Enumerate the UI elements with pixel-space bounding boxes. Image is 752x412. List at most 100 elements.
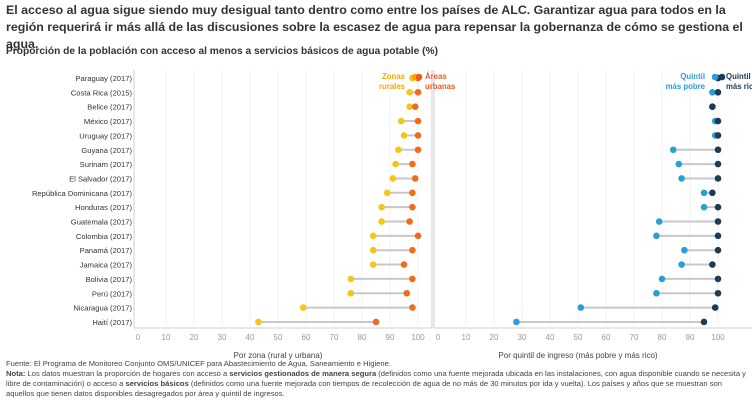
dot-high	[714, 203, 722, 211]
dot-low	[675, 160, 683, 168]
dot-low	[700, 189, 708, 197]
dot-high	[714, 117, 722, 125]
category-label: México (2017)	[84, 117, 133, 126]
dot-high	[714, 89, 722, 96]
dot-low	[653, 232, 660, 240]
note-part: servicios gestionados de manera segura	[229, 369, 377, 378]
category-label: Nicaragua (2017)	[73, 304, 132, 313]
dot-low	[389, 175, 397, 182]
legend-swatch	[415, 73, 423, 81]
category-label: Costa Rica (2015)	[71, 88, 133, 97]
x-tick-label: 80	[358, 333, 367, 342]
category-label: Guatemala (2017)	[71, 218, 133, 227]
legend-label: más rico	[726, 82, 752, 91]
dot-high	[409, 275, 416, 283]
x-tick-label: 60	[602, 333, 611, 342]
dot-high	[711, 304, 719, 311]
dot-low	[406, 103, 413, 110]
category-label: Paraguay (2017)	[75, 74, 132, 83]
dot-low	[678, 261, 685, 268]
dot-low	[681, 246, 688, 254]
legend-label: urbanas	[425, 82, 456, 91]
category-label: Honduras (2017)	[75, 203, 132, 212]
note-part: (definidos como una fuente mejorada ubic…	[6, 369, 746, 388]
category-label: Colombia (2017)	[76, 232, 133, 241]
dot-low	[299, 304, 307, 311]
x-tick-label: 0	[436, 333, 441, 342]
dot-low	[653, 289, 660, 297]
dot-low	[255, 318, 262, 326]
x-tick-label: 0	[136, 333, 141, 342]
dot-low	[513, 318, 520, 326]
x-tick-label: 40	[546, 333, 555, 342]
dot-high	[714, 232, 722, 240]
dot-high	[414, 117, 422, 125]
dot-low	[400, 132, 408, 139]
dot-low	[395, 146, 402, 154]
footer: Fuente: El Programa de Monitoreo Conjunt…	[6, 359, 751, 399]
dot-low	[406, 89, 413, 96]
legend-label: Áreas	[425, 72, 447, 81]
dot-high	[414, 132, 422, 139]
category-label: Bolivia (2017)	[86, 275, 133, 284]
dot-high	[409, 246, 416, 254]
dot-high	[411, 175, 419, 182]
dot-high	[406, 218, 413, 225]
category-label: Surinam (2017)	[80, 160, 133, 169]
note-part: Los datos muestran la proporción de hoga…	[25, 369, 230, 378]
dot-high	[714, 160, 722, 168]
x-tick-label: 60	[302, 333, 311, 342]
dot-low	[347, 275, 355, 283]
x-tick-label: 90	[386, 333, 395, 342]
dot-low	[577, 304, 585, 311]
headline: El acceso al agua sigue siendo muy desig…	[6, 3, 743, 51]
x-tick-label: 10	[462, 333, 471, 342]
x-axis-label: Por zona (rural y urbana)	[234, 351, 323, 360]
category-label: Jamaica (2017)	[80, 261, 133, 270]
dot-high	[414, 232, 422, 240]
dot-high	[403, 289, 411, 297]
methodology-note: Nota: Los datos muestran la proporción d…	[6, 369, 751, 399]
legend-label: Quintil	[726, 72, 751, 81]
dot-high	[700, 318, 708, 326]
x-tick-label: 20	[490, 333, 499, 342]
legend-swatch	[711, 73, 719, 81]
dot-high	[714, 289, 722, 297]
dot-low	[392, 160, 399, 168]
x-tick-label: 50	[574, 333, 583, 342]
x-tick-label: 10	[162, 333, 171, 342]
dot-low	[658, 275, 666, 283]
category-label: Panamá (2017)	[80, 246, 133, 255]
chart-title: Proporción de la población con acceso al…	[6, 46, 438, 57]
dot-high	[400, 261, 408, 268]
dot-high	[409, 304, 416, 311]
dot-high	[714, 132, 722, 139]
note-part: (definidos como una fuente mejorada con …	[6, 379, 722, 398]
dot-high	[409, 189, 416, 197]
legend-swatch	[718, 73, 726, 81]
dot-low	[369, 246, 377, 254]
x-tick-label: 30	[218, 333, 227, 342]
dot-high	[411, 103, 419, 110]
x-tick-label: 100	[411, 333, 425, 342]
category-label: Haití (2017)	[92, 318, 132, 327]
dot-low	[709, 89, 716, 96]
dot-high	[714, 246, 722, 254]
dot-low	[347, 289, 355, 297]
category-label: Uruguay (2017)	[79, 131, 132, 140]
dot-low	[669, 146, 677, 154]
dot-low	[383, 189, 391, 197]
x-tick-label: 70	[630, 333, 639, 342]
dot-high	[709, 261, 716, 268]
dot-low	[369, 261, 377, 268]
dot-high	[714, 146, 722, 154]
dot-high	[709, 189, 716, 197]
x-tick-label: 100	[711, 333, 725, 342]
legend-label: Quintil	[680, 72, 705, 81]
legend-label: Zonas	[382, 72, 406, 81]
dot-low	[378, 203, 385, 211]
x-tick-label: 80	[658, 333, 667, 342]
x-tick-label: 30	[518, 333, 527, 342]
source-note: Fuente: El Programa de Monitoreo Conjunt…	[6, 359, 391, 368]
